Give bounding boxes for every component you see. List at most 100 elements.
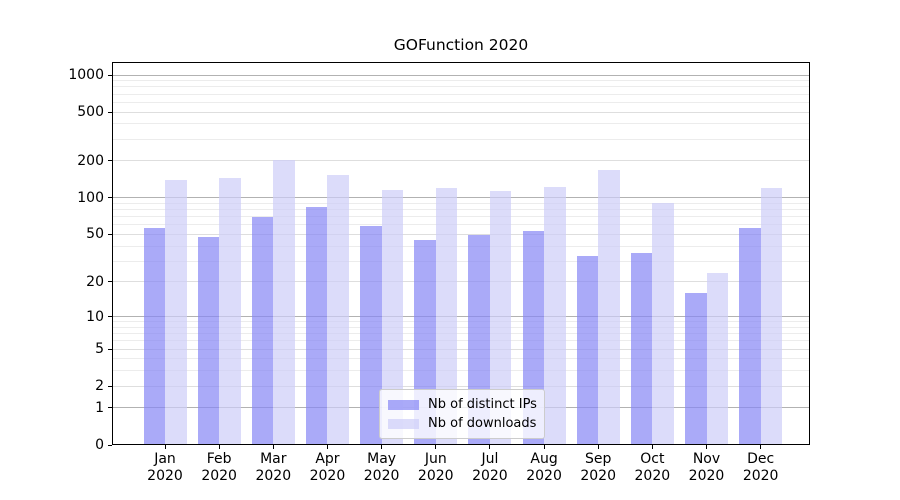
legend-item-downloads: Nb of downloads bbox=[388, 416, 536, 431]
bar-distinct-ips-may bbox=[360, 225, 382, 445]
bar-distinct-ips-oct bbox=[630, 253, 653, 445]
gridline-6 bbox=[113, 340, 809, 342]
gridline-8 bbox=[113, 326, 809, 328]
x-tick-aug bbox=[543, 445, 545, 449]
y-tick-label-0: 0 bbox=[95, 437, 104, 453]
gridline-2 bbox=[113, 385, 809, 387]
y-tick-2 bbox=[108, 385, 112, 387]
x-tick-label-nov: Nov 2020 bbox=[688, 451, 725, 484]
legend-label-downloads: Nb of downloads bbox=[428, 416, 537, 431]
x-tick-label-apr: Apr 2020 bbox=[309, 451, 346, 484]
gridline-300 bbox=[113, 138, 809, 140]
y-tick-200 bbox=[108, 160, 112, 162]
gridline-600 bbox=[113, 101, 809, 103]
x-tick-jun bbox=[435, 445, 437, 449]
bar-downloads-dec bbox=[760, 188, 783, 445]
gridline-4 bbox=[113, 358, 809, 360]
bar-distinct-ips-sep bbox=[576, 256, 599, 445]
gridline-400 bbox=[113, 123, 809, 125]
chart-title: GOFunction 2020 bbox=[393, 36, 529, 54]
y-tick-label-100: 100 bbox=[77, 189, 104, 206]
y-tick-500 bbox=[108, 111, 112, 113]
y-tick-20 bbox=[108, 281, 112, 283]
y-tick-1 bbox=[108, 407, 112, 409]
bar-downloads-nov bbox=[706, 272, 728, 445]
bar-downloads-may bbox=[381, 189, 404, 445]
x-tick-label-jun: Jun 2020 bbox=[417, 451, 454, 484]
gridline-7 bbox=[113, 333, 809, 335]
x-tick-may bbox=[381, 445, 383, 449]
x-tick-label-aug: Aug 2020 bbox=[526, 451, 562, 484]
y-tick-label-500: 500 bbox=[77, 104, 104, 121]
y-tick-label-2: 2 bbox=[95, 378, 104, 395]
gridline-100 bbox=[113, 197, 809, 199]
gridline-60 bbox=[113, 224, 809, 226]
bar-downloads-jun bbox=[435, 188, 458, 445]
x-tick-nov bbox=[706, 445, 707, 449]
bar-downloads-sep bbox=[598, 169, 620, 445]
legend: Nb of distinct IPs Nb of downloads bbox=[379, 389, 545, 439]
y-tick-label-50: 50 bbox=[86, 226, 104, 243]
gridline-80 bbox=[113, 209, 809, 211]
x-tick-sep bbox=[597, 445, 599, 449]
bar-distinct-ips-jan bbox=[143, 228, 165, 445]
bar-downloads-apr bbox=[327, 174, 349, 445]
gridline-30 bbox=[113, 260, 809, 262]
x-tick-oct bbox=[651, 445, 653, 449]
gridline-1000 bbox=[113, 74, 809, 76]
bar-distinct-ips-mar bbox=[251, 217, 274, 445]
x-tick-label-jan: Jan 2020 bbox=[147, 451, 183, 484]
y-tick-label-5: 5 bbox=[95, 341, 104, 358]
gridline-3 bbox=[113, 370, 809, 372]
y-tick-10 bbox=[108, 316, 112, 318]
gridline-40 bbox=[113, 245, 809, 247]
bar-distinct-ips-nov bbox=[685, 293, 707, 445]
x-tick-label-feb: Feb 2020 bbox=[201, 451, 237, 484]
gridline-9 bbox=[113, 321, 809, 323]
y-tick-0 bbox=[108, 444, 112, 446]
y-tick-label-1: 1 bbox=[95, 399, 104, 416]
x-tick-apr bbox=[326, 445, 328, 449]
bar-distinct-ips-apr bbox=[305, 207, 328, 445]
y-tick-50 bbox=[108, 233, 112, 235]
x-tick-feb bbox=[218, 445, 220, 449]
x-tick-mar bbox=[272, 445, 274, 449]
x-tick-label-jul: Jul 2020 bbox=[472, 451, 508, 484]
y-tick-label-200: 200 bbox=[77, 152, 104, 169]
legend-swatch-downloads bbox=[388, 418, 419, 429]
gridline-900 bbox=[113, 80, 809, 82]
bar-distinct-ips-feb bbox=[197, 236, 220, 445]
gridline-70 bbox=[113, 216, 809, 218]
gridline-50 bbox=[113, 233, 809, 235]
x-tick-label-oct: Oct 2020 bbox=[634, 451, 671, 484]
x-tick-jul bbox=[489, 445, 491, 449]
bar-downloads-mar bbox=[273, 159, 295, 445]
x-tick-jan bbox=[164, 445, 166, 449]
x-tick-label-may: May 2020 bbox=[363, 451, 400, 484]
gridline-500 bbox=[113, 111, 809, 113]
x-tick-label-mar: Mar 2020 bbox=[255, 451, 292, 484]
gridline-800 bbox=[113, 86, 809, 88]
legend-swatch-distinct-ips bbox=[388, 399, 419, 410]
y-tick-100 bbox=[108, 197, 112, 199]
bar-downloads-aug bbox=[544, 186, 566, 445]
y-tick-1000 bbox=[108, 74, 112, 76]
y-tick-label-1000: 1000 bbox=[68, 67, 104, 83]
x-tick-label-dec: Dec 2020 bbox=[742, 451, 779, 484]
bar-downloads-oct bbox=[652, 203, 674, 445]
y-tick-5 bbox=[108, 348, 112, 350]
x-tick-label-sep: Sep 2020 bbox=[580, 451, 616, 484]
bar-downloads-feb bbox=[219, 178, 241, 445]
bar-downloads-jul bbox=[489, 191, 512, 445]
bar-distinct-ips-dec bbox=[739, 227, 761, 445]
legend-label-distinct-ips: Nb of distinct IPs bbox=[428, 397, 537, 412]
x-tick-dec bbox=[760, 445, 762, 449]
gridline-200 bbox=[113, 160, 809, 162]
gridline-700 bbox=[113, 93, 809, 95]
y-tick-label-20: 20 bbox=[86, 273, 104, 290]
gridline-10 bbox=[113, 316, 809, 318]
gridline-5 bbox=[113, 348, 809, 350]
gridline-90 bbox=[113, 202, 809, 204]
bar-downloads-jan bbox=[165, 179, 187, 445]
